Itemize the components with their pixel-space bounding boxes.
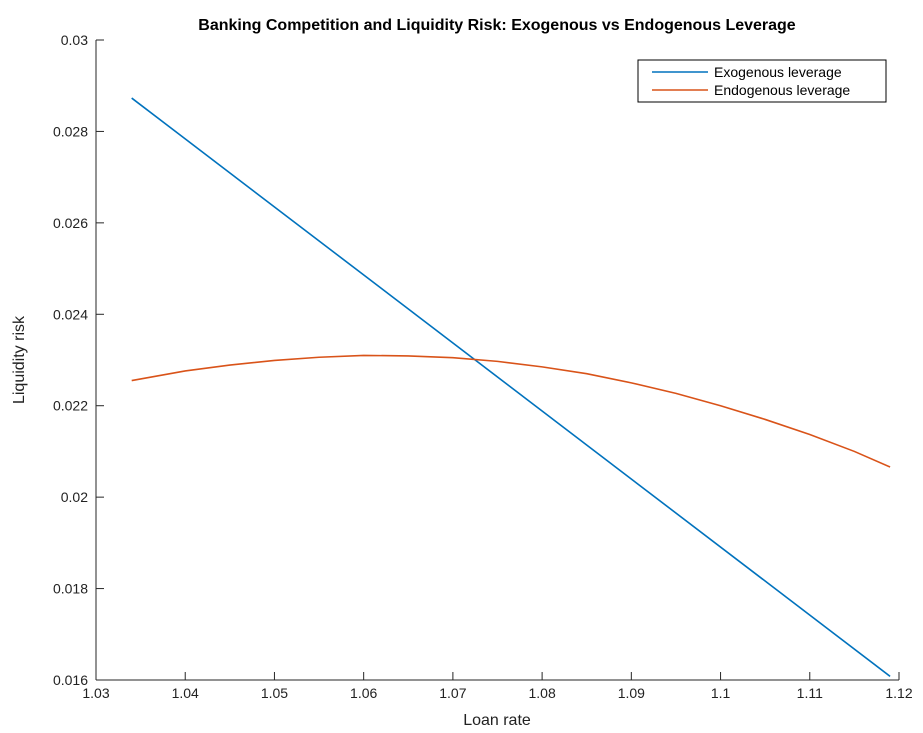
x-tick-label: 1.12: [885, 685, 912, 701]
y-axis-label: Liquidity risk: [11, 315, 28, 404]
y-tick-label: 0.024: [53, 306, 88, 322]
x-tick-label: 1.1: [711, 685, 731, 701]
x-axis-label: Loan rate: [463, 712, 531, 729]
x-tick-label: 1.05: [261, 685, 288, 701]
y-tick-label: 0.022: [53, 398, 88, 414]
x-tick-label: 1.03: [82, 685, 109, 701]
legend-box: [637, 59, 887, 103]
legend: Exogenous leverage Endogenous leverage: [637, 59, 887, 103]
x-tick-label: 1.07: [439, 685, 466, 701]
series-line-2: [131, 354, 891, 468]
y-tick-label: 0.018: [53, 581, 88, 597]
x-tick-label: 1.08: [528, 685, 555, 701]
y-tick-label: 0.03: [61, 32, 88, 48]
y-tick-label: 0.026: [53, 215, 88, 231]
x-tick-label: 1.04: [172, 685, 199, 701]
legend-entry-1: Exogenous leverage: [714, 64, 842, 80]
x-tick-label: 1.09: [618, 685, 645, 701]
y-tick-label: 0.028: [53, 123, 88, 139]
x-tick-label: 1.11: [797, 685, 823, 701]
x-tick-label: 1.06: [350, 685, 377, 701]
chart-title: Banking Competition and Liquidity Risk: …: [198, 17, 796, 34]
series-line-1: [131, 97, 891, 677]
plot-area: 1.03 1.04 1.05 1.06 1.07 1.08 1.09 1.1 1.11 1.12 0…: [53, 32, 913, 701]
legend-entry-2: Endogenous leverage: [714, 82, 850, 98]
y-tick-label: 0.02: [61, 489, 88, 505]
y-tick-label: 0.016: [53, 672, 88, 688]
